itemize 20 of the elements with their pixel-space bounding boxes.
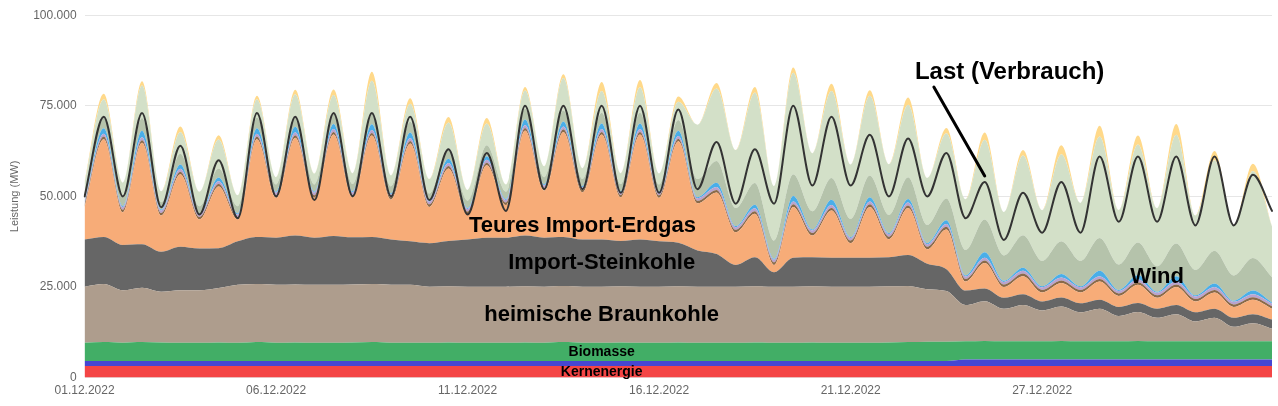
y-tick-label: 50.000 xyxy=(39,188,77,203)
series-label: Kernenergie xyxy=(560,362,643,379)
x-tick-label: 11.12.2022 xyxy=(438,383,498,398)
y-tick-label: 0 xyxy=(69,369,77,384)
x-tick-label: 01.12.2022 xyxy=(54,383,115,398)
text: Last (Verbrauch) xyxy=(914,56,1105,84)
line-series xyxy=(83,104,1273,241)
x-tick-label: 21.12.2022 xyxy=(820,383,882,398)
x-tick-label: 16.12.2022 xyxy=(629,383,690,398)
series-label: Wind xyxy=(1130,263,1184,289)
y-axis-title: Leistung (MW) xyxy=(7,160,20,233)
series-label: heimische Braunkohle xyxy=(484,300,720,326)
x-tick-label: 27.12.2022 xyxy=(1012,383,1073,398)
y-tick-label: 100.000 xyxy=(33,7,77,22)
series-label: Import-Steinkohle xyxy=(508,249,696,275)
y-tick-label: 75.000 xyxy=(39,98,77,113)
series-label: Teures Import-Erdgas xyxy=(469,212,697,238)
y-tick-label: 25.000 xyxy=(39,279,77,294)
series-label: Biomasse xyxy=(568,342,635,359)
x-tick-label: 06.12.2022 xyxy=(246,383,307,398)
